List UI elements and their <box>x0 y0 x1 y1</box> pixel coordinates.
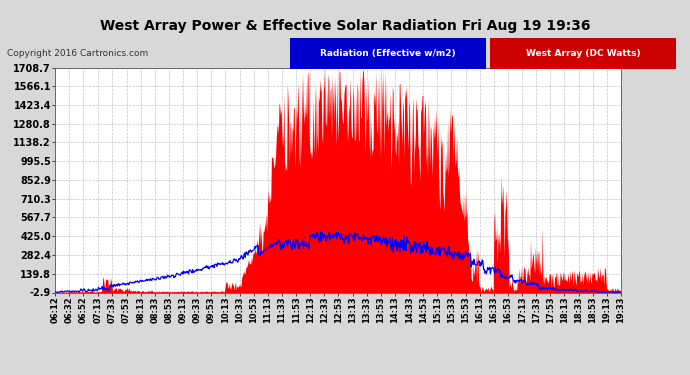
Text: Radiation (Effective w/m2): Radiation (Effective w/m2) <box>320 49 456 58</box>
Text: Copyright 2016 Cartronics.com: Copyright 2016 Cartronics.com <box>7 49 148 58</box>
Text: West Array Power & Effective Solar Radiation Fri Aug 19 19:36: West Array Power & Effective Solar Radia… <box>100 19 590 33</box>
Text: West Array (DC Watts): West Array (DC Watts) <box>526 49 640 58</box>
